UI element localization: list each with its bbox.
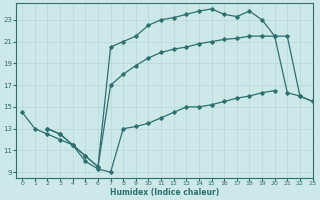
X-axis label: Humidex (Indice chaleur): Humidex (Indice chaleur) <box>110 188 219 197</box>
